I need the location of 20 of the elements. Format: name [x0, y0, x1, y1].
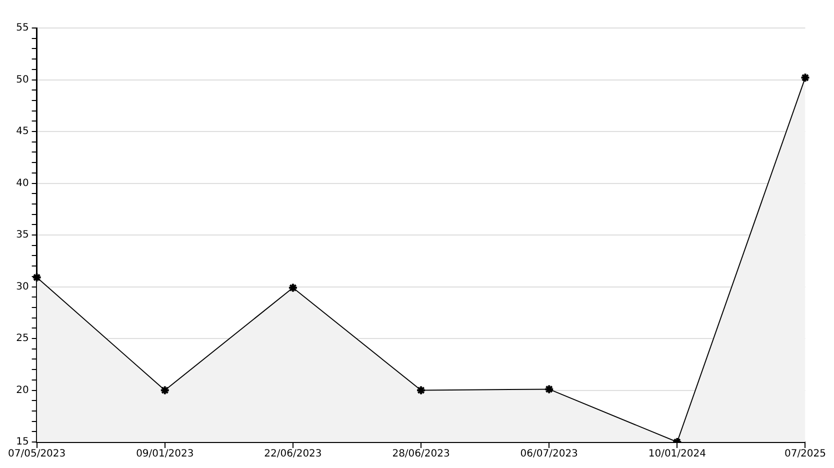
- point: [416, 385, 426, 396]
- y-tick-label: 15: [16, 436, 29, 448]
- point: [544, 384, 554, 394]
- x-tick-label: 07/2025: [784, 448, 826, 460]
- y-tick-label: 55: [16, 22, 29, 34]
- point: [160, 385, 170, 396]
- point: [288, 282, 298, 293]
- y-tick-label: 20: [16, 384, 29, 396]
- y-tick-label: 40: [16, 178, 29, 189]
- x-tick-label: 22/06/2023: [264, 448, 322, 460]
- x-tick-label: 06/07/2023: [520, 448, 578, 460]
- x-tick-label: 09/01/2023: [136, 448, 194, 460]
- x-tick-label: 28/06/2023: [392, 448, 450, 460]
- x-tick-label: 10/01/2024: [648, 448, 706, 460]
- y-tick-label: 50: [16, 74, 29, 86]
- y-tick-label: 35: [16, 230, 29, 241]
- x-tick-label: 07/05/2023: [8, 448, 66, 460]
- y-tick-label: 45: [16, 126, 29, 138]
- y-tick-label: 30: [16, 281, 29, 292]
- y-tick-label: 25: [16, 333, 29, 344]
